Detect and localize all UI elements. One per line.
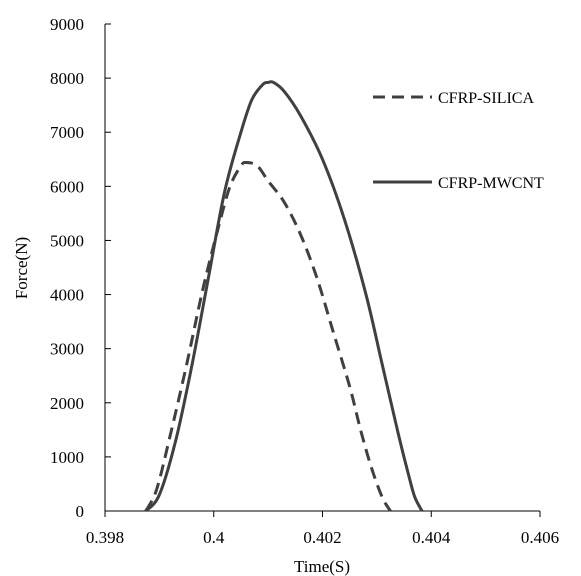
- series-line-cfrp-silica: [144, 160, 392, 512]
- x-tick-label: 0.406: [521, 528, 559, 547]
- y-tick-label: 1000: [50, 448, 84, 467]
- x-axis-ticks: 0.398 0.4 0.402 0.404 0.406: [86, 511, 559, 547]
- y-tick-label: 6000: [50, 177, 84, 196]
- y-tick-label: 2000: [50, 394, 84, 413]
- x-tick-label: 0.404: [412, 528, 451, 547]
- y-tick-label: 8000: [50, 69, 84, 88]
- y-tick-label: 0: [76, 502, 85, 521]
- y-tick-label: 9000: [50, 15, 84, 34]
- series-line-cfrp-mwcnt: [144, 80, 424, 513]
- x-axis-title: Time(S): [294, 557, 350, 576]
- y-tick-label: 3000: [50, 340, 84, 359]
- y-tick-label: 4000: [50, 286, 84, 305]
- x-tick-label: 0.4: [203, 528, 225, 547]
- series-lines: [144, 80, 424, 513]
- x-tick-label: 0.402: [303, 528, 341, 547]
- legend-label: CFRP-MWCNT: [438, 175, 544, 192]
- legend: CFRP-SILICA CFRP-MWCNT: [373, 90, 544, 192]
- y-tick-label: 5000: [50, 231, 84, 250]
- y-tick-label: 7000: [50, 123, 84, 142]
- y-axis-ticks: 0 1000 2000 3000 4000 5000 6000 7000 8000 9000: [50, 15, 111, 521]
- legend-label: CFRP-SILICA: [438, 90, 534, 107]
- y-axis-title: Force(N): [12, 237, 31, 299]
- x-tick-label: 0.398: [86, 528, 124, 547]
